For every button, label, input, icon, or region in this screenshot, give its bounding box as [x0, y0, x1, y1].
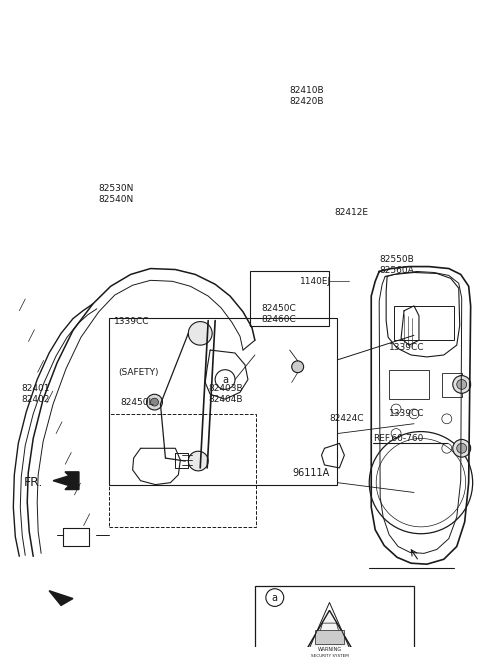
- Text: 82450C
82460C: 82450C 82460C: [262, 304, 297, 324]
- Bar: [109, 414, 256, 527]
- Circle shape: [151, 398, 158, 406]
- Bar: [394, 306, 454, 340]
- Circle shape: [188, 321, 212, 345]
- Bar: [314, 630, 344, 644]
- Text: 82550B
82560A: 82550B 82560A: [379, 254, 414, 275]
- Circle shape: [146, 394, 162, 410]
- Circle shape: [453, 376, 471, 394]
- Text: 1339CC: 1339CC: [114, 317, 149, 326]
- Text: 1339CC: 1339CC: [389, 342, 425, 351]
- Text: 1140EJ: 1140EJ: [300, 277, 331, 286]
- Text: a: a: [272, 593, 278, 602]
- Text: 82450L: 82450L: [120, 397, 154, 407]
- Bar: [442, 373, 462, 397]
- Polygon shape: [53, 472, 79, 489]
- Circle shape: [292, 361, 304, 373]
- Circle shape: [215, 370, 235, 390]
- Text: SECURITY SYSTEM: SECURITY SYSTEM: [311, 654, 348, 657]
- Text: 82424C: 82424C: [329, 415, 364, 423]
- Polygon shape: [49, 591, 73, 606]
- Bar: [109, 317, 337, 485]
- Text: WARNING: WARNING: [317, 647, 342, 652]
- Text: REF.60-760: REF.60-760: [373, 434, 423, 443]
- Circle shape: [453, 440, 471, 457]
- Bar: [250, 271, 329, 325]
- Bar: [255, 586, 414, 657]
- Polygon shape: [300, 610, 358, 657]
- Circle shape: [188, 451, 208, 471]
- Text: 1339CC: 1339CC: [389, 409, 425, 419]
- Text: 96111A: 96111A: [293, 468, 330, 478]
- Text: a: a: [222, 374, 228, 384]
- Text: 82412E: 82412E: [335, 208, 369, 217]
- Text: (SAFETY): (SAFETY): [119, 368, 159, 377]
- Circle shape: [266, 589, 284, 606]
- Circle shape: [457, 443, 467, 453]
- Text: 82403B
82404B: 82403B 82404B: [208, 384, 243, 404]
- Bar: [389, 370, 429, 399]
- Text: 82530N
82540N: 82530N 82540N: [99, 184, 134, 204]
- Text: FR.: FR.: [23, 476, 43, 489]
- Text: 82401
82402: 82401 82402: [21, 384, 50, 404]
- Text: 82410B
82420B: 82410B 82420B: [290, 85, 324, 106]
- Circle shape: [457, 380, 467, 390]
